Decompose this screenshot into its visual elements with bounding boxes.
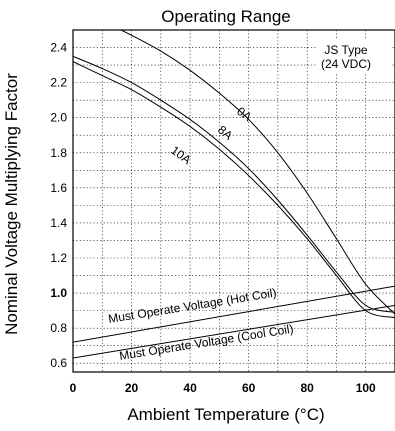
series-line-8a xyxy=(73,55,395,313)
annotation-line: JS Type xyxy=(324,43,367,57)
y-tick-label: 1.8 xyxy=(50,146,67,160)
x-tick-label: 60 xyxy=(242,381,256,395)
series-label: Must Operate Voltage (Cool Coil) xyxy=(118,322,294,363)
x-tick-label: 80 xyxy=(301,381,315,395)
series-label: 0A xyxy=(234,104,254,124)
y-tick-labels: 0.6 0.8 1.0 1.2 1.4 1.6 1.8 2.0 2.2 2.4 xyxy=(50,41,67,371)
chart-title: Operating Range xyxy=(161,7,290,26)
y-tick-label: 2.2 xyxy=(50,76,67,90)
y-tick-label: 2.0 xyxy=(50,111,67,125)
series-line-10a xyxy=(73,61,395,319)
y-tick-label: 1.6 xyxy=(50,181,67,195)
plot-frame xyxy=(72,29,395,373)
series-line-0a xyxy=(119,30,395,315)
y-tick-label: 1.2 xyxy=(50,251,67,265)
x-tick-label: 0 xyxy=(70,381,77,395)
curves xyxy=(73,30,395,359)
type-annotation: JS Type(24 VDC) xyxy=(316,40,392,74)
y-tick-label: 1.0 xyxy=(50,286,67,300)
x-tick-label: 20 xyxy=(125,381,139,395)
gridlines xyxy=(73,30,395,372)
y-tick-label: 1.4 xyxy=(50,216,67,230)
series-label: Must Operate Voltage (Hot Coil) xyxy=(107,286,277,326)
y-tick-label: 0.6 xyxy=(50,356,67,370)
x-tick-label: 40 xyxy=(183,381,197,395)
series-label: 8A xyxy=(215,123,235,143)
series-line-must-operate-voltage-hot-coil xyxy=(73,285,395,343)
y-tick-label: 0.8 xyxy=(50,321,67,335)
annotation-background xyxy=(316,40,392,74)
x-tick-label: 100 xyxy=(356,381,376,395)
x-tick-labels: 0 20 40 60 80 100 xyxy=(70,381,376,395)
series-line-must-operate-voltage-cool-coil xyxy=(73,304,395,359)
x-axis-title: Ambient Temperature (°C) xyxy=(127,405,324,424)
y-axis-title: Nominal Voltage Multiplying Factor xyxy=(2,73,21,335)
y-tick-label: 2.4 xyxy=(50,41,67,55)
annotation-line: (24 VDC) xyxy=(321,57,371,71)
